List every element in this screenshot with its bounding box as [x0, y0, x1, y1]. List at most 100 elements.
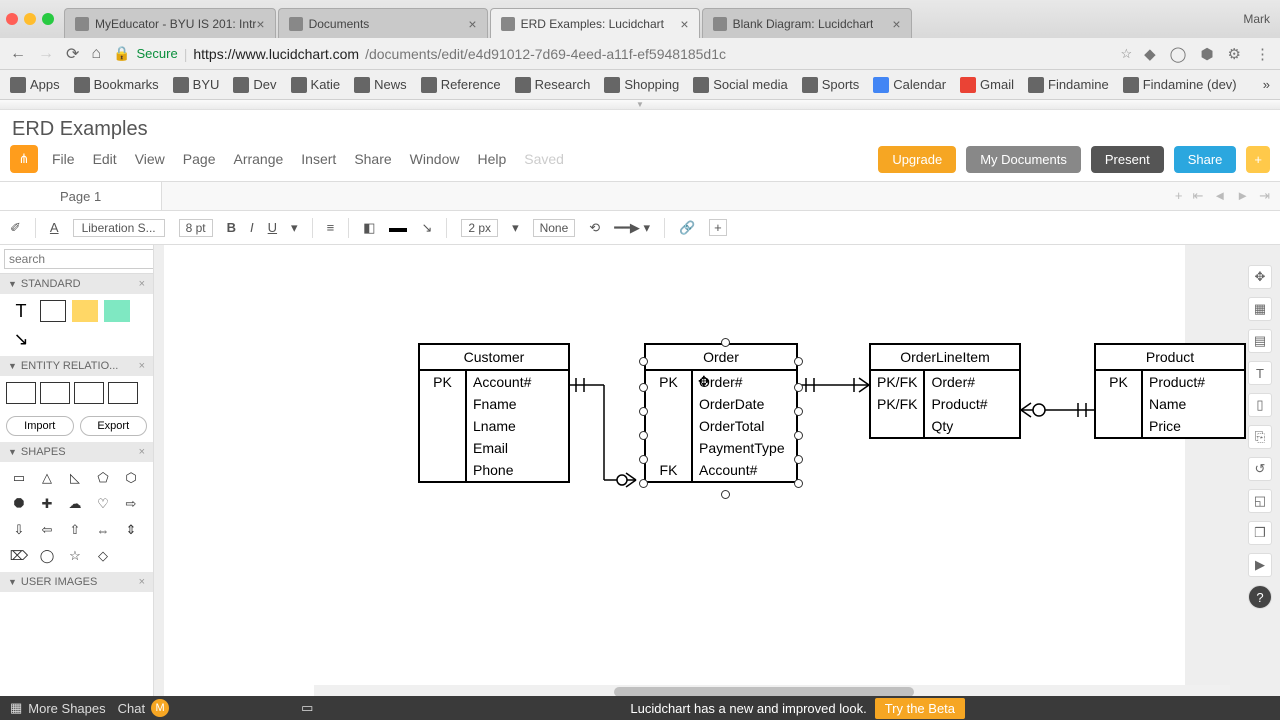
shape-icon[interactable]: ⇧	[64, 520, 86, 540]
bookmark-item[interactable]: Apps	[10, 77, 60, 93]
er-shape-icon[interactable]	[74, 382, 104, 404]
close-tab-icon[interactable]: ×	[256, 16, 264, 32]
italic-button[interactable]: I	[250, 220, 254, 235]
prev-page-icon[interactable]: ◄	[1213, 188, 1226, 204]
browser-tab[interactable]: MyEducator - BYU IS 201: Intr×	[64, 8, 276, 38]
arrow-end-select[interactable]: ━━▶ ▾	[614, 220, 650, 236]
shape-icon[interactable]: ⌦	[8, 546, 30, 566]
import-button[interactable]: Import	[6, 416, 74, 436]
top-handle[interactable]	[0, 100, 1280, 110]
shape-search-input[interactable]	[4, 249, 154, 269]
fill-color-icon[interactable]: ◧	[363, 220, 375, 236]
close-tab-icon[interactable]: ×	[892, 16, 900, 32]
upgrade-button[interactable]: Upgrade	[878, 146, 956, 173]
clipboard-icon[interactable]: ⎘	[1248, 425, 1272, 449]
minimize-window-icon[interactable]	[24, 13, 36, 25]
document-title[interactable]: ERD Examples	[12, 118, 1268, 141]
shape-icon[interactable]: ⇔	[92, 520, 114, 540]
menu-insert[interactable]: Insert	[301, 151, 336, 167]
entity-orderline[interactable]: OrderLineItemPK/FKOrder#PK/FKProduct#Qty	[869, 343, 1021, 439]
relation-order-orderline[interactable]	[798, 378, 869, 392]
selection-port-icon[interactable]	[794, 383, 803, 392]
link-icon[interactable]: 🔗	[679, 220, 695, 236]
selection-port-icon[interactable]	[721, 338, 730, 347]
back-icon[interactable]: ←	[10, 45, 26, 63]
relation-orderline-product[interactable]	[1021, 403, 1094, 417]
browser-tab[interactable]: Documents×	[278, 8, 488, 38]
er-shape-icon[interactable]	[108, 382, 138, 404]
close-tab-icon[interactable]: ×	[680, 16, 688, 32]
line-shape-icon[interactable]: ↘	[8, 328, 34, 350]
shape-icon[interactable]: ◯	[36, 546, 58, 566]
shape-icon[interactable]: ⇨	[120, 494, 142, 514]
rect-shape-icon[interactable]	[40, 300, 66, 322]
align-icon[interactable]: ≡	[327, 220, 335, 235]
chat-button[interactable]: Chat M	[118, 699, 169, 717]
relation-customer-order[interactable]	[570, 378, 636, 487]
note-shape-icon[interactable]	[72, 300, 98, 322]
selection-port-icon[interactable]	[639, 383, 648, 392]
stroke-width-input[interactable]: 2 px	[461, 219, 498, 237]
bookmark-item[interactable]: Reference	[421, 77, 501, 93]
entity-customer[interactable]: CustomerPKAccount#FnameLnameEmailPhone	[418, 343, 570, 483]
present-icon[interactable]: ▶	[1248, 553, 1272, 577]
shape-icon[interactable]: ▭	[8, 468, 30, 488]
close-section-icon[interactable]: ×	[139, 446, 145, 458]
shape-icon[interactable]: ⇩	[8, 520, 30, 540]
text-options-icon[interactable]: ▾	[291, 220, 298, 236]
entity-order[interactable]: OrderPKOrder#OrderDateOrderTotalPaymentT…	[644, 343, 798, 483]
shape-icon[interactable]: ⬡	[120, 468, 142, 488]
cube-icon[interactable]: ◱	[1248, 489, 1272, 513]
format-painter-icon[interactable]: ✐	[10, 220, 21, 236]
bookmark-item[interactable]: Calendar	[873, 77, 946, 93]
bookmark-item[interactable]: Dev	[233, 77, 276, 93]
minimize-panel-icon[interactable]: ▭	[301, 700, 313, 716]
my-documents-button[interactable]: My Documents	[966, 146, 1081, 173]
canvas[interactable]: CustomerPKAccount#FnameLnameEmailPhone Or…	[154, 245, 1280, 699]
first-page-icon[interactable]: ⇤	[1192, 188, 1203, 204]
block-shape-icon[interactable]	[104, 300, 130, 322]
home-icon[interactable]: ⌂	[91, 45, 101, 63]
menu-view[interactable]: View	[135, 151, 165, 167]
selection-port-icon[interactable]	[639, 431, 648, 440]
selection-port-icon[interactable]	[639, 407, 648, 416]
menu-share[interactable]: Share	[354, 151, 391, 167]
text-tool-icon[interactable]: T	[1248, 361, 1272, 385]
next-page-icon[interactable]: ►	[1236, 188, 1249, 204]
selection-port-icon[interactable]	[639, 455, 648, 464]
browser-tab[interactable]: ERD Examples: Lucidchart×	[490, 8, 700, 38]
history-icon[interactable]: ↺	[1248, 457, 1272, 481]
shape-icon[interactable]: ⬠	[92, 468, 114, 488]
shape-icon[interactable]: ✚	[36, 494, 58, 514]
line-style-icon[interactable]: ↘	[421, 220, 432, 236]
lucidchart-logo-icon[interactable]: ⋔	[10, 145, 38, 173]
menu-help[interactable]: Help	[477, 151, 506, 167]
bookmark-item[interactable]: Bookmarks	[74, 77, 159, 93]
bookmark-item[interactable]: Social media	[693, 77, 787, 93]
panel-section-userimages[interactable]: ▼USER IMAGES×	[0, 572, 153, 592]
selection-port-icon[interactable]	[721, 490, 730, 499]
text-shape-icon[interactable]: T	[8, 300, 34, 322]
add-layer-icon[interactable]: +	[709, 219, 727, 236]
menu-edit[interactable]: Edit	[93, 151, 117, 167]
selection-port-icon[interactable]	[794, 407, 803, 416]
menu-arrange[interactable]: Arrange	[233, 151, 283, 167]
border-color-icon[interactable]	[389, 220, 407, 235]
navigator-icon[interactable]: ✥	[1248, 265, 1272, 289]
font-size-input[interactable]: 8 pt	[179, 219, 213, 237]
line-pattern-select[interactable]: ▾	[512, 220, 519, 236]
bookmark-item[interactable]: Shopping	[604, 77, 679, 93]
close-section-icon[interactable]: ×	[139, 278, 145, 290]
share-button[interactable]: Share	[1174, 146, 1237, 173]
underline-button[interactable]: U	[268, 220, 277, 235]
more-shapes-button[interactable]: ▦ More Shapes	[10, 700, 106, 716]
shape-icon[interactable]: ⇕	[120, 520, 142, 540]
shape-icon[interactable]: ⇦	[36, 520, 58, 540]
bold-button[interactable]: B	[227, 220, 236, 235]
master-pages-icon[interactable]: ▤	[1248, 329, 1272, 353]
feedback-icon[interactable]: ▦	[1248, 297, 1272, 321]
chrome-menu-icon[interactable]: ⋮	[1255, 45, 1270, 63]
help-icon[interactable]: ?	[1248, 585, 1272, 609]
entity-product[interactable]: ProductPKProduct#NamePrice	[1094, 343, 1246, 439]
bookmark-item[interactable]: BYU	[173, 77, 220, 93]
